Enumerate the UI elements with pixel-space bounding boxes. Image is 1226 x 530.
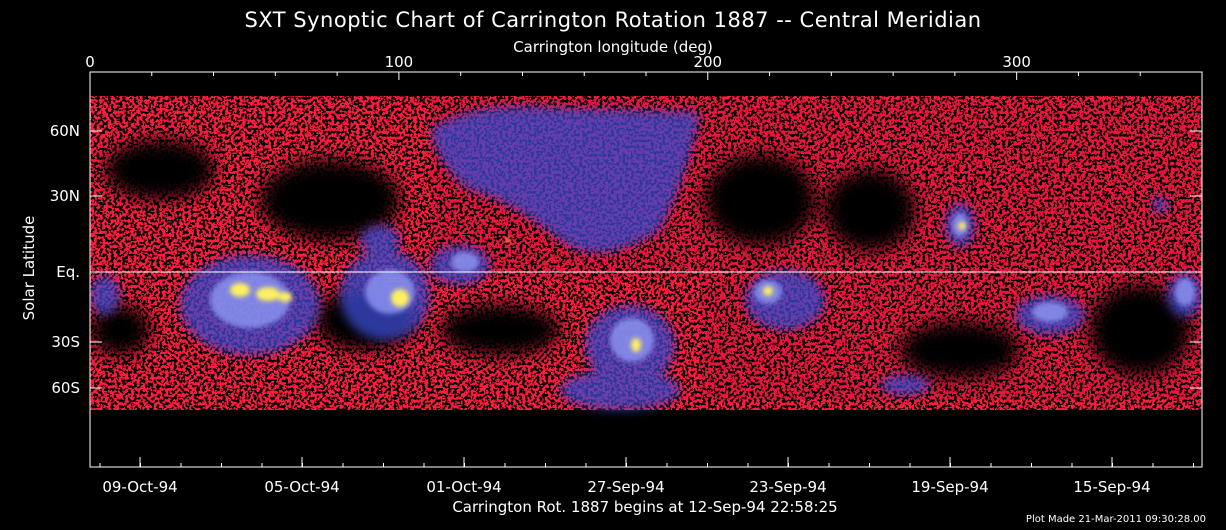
bottom-axis-label: Carrington Rot. 1887 begins at 12-Sep-94… <box>452 498 838 516</box>
top-axis-label: Carrington longitude (deg) <box>513 38 713 56</box>
y-axis-tick-label: Eq. <box>56 263 80 281</box>
top-axis-tick-label: 0 <box>85 53 95 71</box>
chart-title: SXT Synoptic Chart of Carrington Rotatio… <box>244 8 982 32</box>
top-axis-tick-label: 300 <box>1002 53 1031 71</box>
y-axis-tick-label: 60N <box>50 122 80 140</box>
y-axis-tick-label: 60S <box>51 379 80 397</box>
bottom-axis-tick-label: 23-Sep-94 <box>749 478 826 496</box>
bottom-axis-tick-label: 09-Oct-94 <box>102 478 177 496</box>
bottom-axis-tick-label: 05-Oct-94 <box>264 478 339 496</box>
bottom-axis-tick-label: 15-Sep-94 <box>1073 478 1150 496</box>
bottom-axis-tick-label: 01-Oct-94 <box>426 478 501 496</box>
top-axis-tick-label: 200 <box>693 53 722 71</box>
bottom-axis-tick-label: 19-Sep-94 <box>911 478 988 496</box>
bottom-axis-tick-label: 27-Sep-94 <box>587 478 664 496</box>
top-axis-tick-label: 100 <box>385 53 414 71</box>
plot-made-note: Plot Made 21-Mar-2011 09:30:28.00 <box>1025 514 1206 525</box>
emission-map <box>90 96 1202 410</box>
y-axis-tick-label: 30N <box>50 187 80 205</box>
y-axis-tick-label: 30S <box>51 333 80 351</box>
